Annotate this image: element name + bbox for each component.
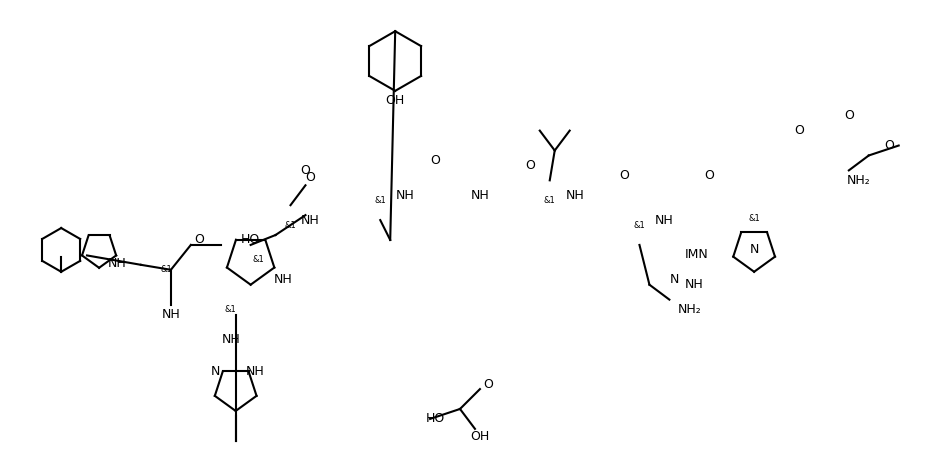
Text: NH: NH bbox=[301, 213, 320, 227]
Text: O: O bbox=[300, 164, 311, 177]
Text: O: O bbox=[844, 109, 854, 122]
Text: NH: NH bbox=[222, 333, 240, 346]
Text: &1: &1 bbox=[225, 305, 236, 314]
Text: O: O bbox=[430, 154, 440, 167]
Text: O: O bbox=[883, 139, 894, 152]
Text: O: O bbox=[306, 171, 315, 184]
Text: N: N bbox=[211, 365, 221, 378]
Text: HO: HO bbox=[241, 234, 260, 246]
Text: O: O bbox=[525, 159, 535, 172]
Text: IMN: IMN bbox=[684, 248, 708, 261]
Text: NH: NH bbox=[565, 189, 584, 202]
Text: HO: HO bbox=[425, 412, 445, 425]
Text: &1: &1 bbox=[160, 265, 171, 274]
Text: &1: &1 bbox=[544, 196, 555, 205]
Text: &1: &1 bbox=[253, 255, 264, 264]
Text: NH: NH bbox=[685, 278, 704, 291]
Text: &1: &1 bbox=[748, 213, 760, 223]
Text: OH: OH bbox=[470, 431, 489, 443]
Text: &1: &1 bbox=[633, 220, 645, 229]
Text: O: O bbox=[194, 234, 204, 246]
Text: &1: &1 bbox=[375, 196, 387, 205]
Text: NH: NH bbox=[247, 365, 265, 378]
Text: NH: NH bbox=[396, 189, 414, 202]
Text: NH: NH bbox=[471, 189, 489, 202]
Text: O: O bbox=[794, 124, 804, 137]
Text: N: N bbox=[749, 243, 759, 257]
Text: N: N bbox=[669, 273, 679, 286]
Text: NH₂: NH₂ bbox=[847, 174, 870, 187]
Text: O: O bbox=[483, 377, 493, 391]
Text: NH: NH bbox=[655, 213, 674, 227]
Text: OH: OH bbox=[386, 94, 405, 107]
Text: &1: &1 bbox=[285, 220, 297, 229]
Text: O: O bbox=[705, 169, 714, 182]
Text: NH: NH bbox=[108, 258, 126, 270]
Text: NH: NH bbox=[274, 273, 293, 286]
Text: NH₂: NH₂ bbox=[678, 303, 701, 316]
Text: O: O bbox=[619, 169, 629, 182]
Text: NH: NH bbox=[161, 308, 180, 321]
